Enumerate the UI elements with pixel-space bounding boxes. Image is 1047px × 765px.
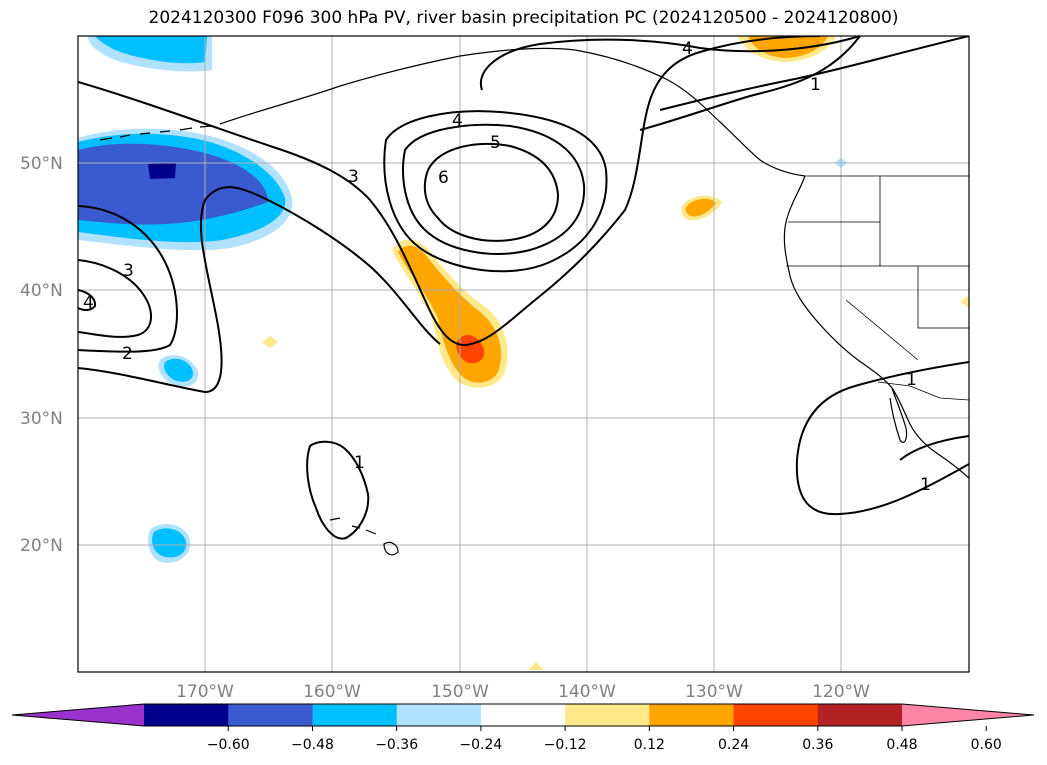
alaska-coast bbox=[219, 47, 806, 177]
lon-label: 130°W bbox=[685, 682, 743, 702]
colorbar-tick-label: −0.12 bbox=[544, 737, 587, 753]
colorbar-segment bbox=[396, 704, 482, 726]
colorbar: −0.60 −0.48 −0.36 −0.24 −0.12 0.12 0.24 0.36 0.4… bbox=[11, 703, 1035, 753]
lon-label: 160°W bbox=[303, 682, 361, 702]
lon-label: 120°W bbox=[812, 682, 870, 702]
colorbar-tick-label: 0.60 bbox=[971, 737, 1002, 753]
colorbar-segment bbox=[649, 704, 735, 726]
colorbar-segment bbox=[144, 704, 229, 726]
pv-contours bbox=[78, 36, 969, 540]
colorbar-extend-low bbox=[12, 704, 144, 726]
colorbar-tick-label: 0.12 bbox=[634, 737, 665, 753]
shade-orange-ne bbox=[748, 36, 828, 58]
contour-5 bbox=[402, 123, 586, 255]
contour-4 bbox=[383, 110, 608, 273]
colorbar-segment bbox=[312, 704, 398, 726]
contour-label: 1 bbox=[920, 475, 931, 495]
map-area: 4 1 3 4 5 6 3 4 2 1 1 1 bbox=[78, 36, 969, 672]
gridlines bbox=[78, 36, 969, 672]
political-borders bbox=[786, 175, 969, 401]
contour-label: 3 bbox=[348, 167, 359, 187]
colorbar-tick-label: 0.36 bbox=[802, 737, 833, 753]
contour-label: 4 bbox=[452, 111, 463, 131]
state-lines bbox=[786, 176, 969, 361]
colorbar-outline bbox=[11, 703, 1035, 727]
us-mexico-border bbox=[877, 381, 969, 401]
hawaii-islands bbox=[329, 517, 399, 556]
colorbar-tick-label: −0.36 bbox=[375, 737, 418, 753]
shade-yellow-dot-3 bbox=[960, 296, 969, 308]
latitude-labels: 50°N 40°N 30°N 20°N bbox=[20, 154, 63, 556]
lon-label: 170°W bbox=[176, 682, 234, 702]
contour-2 bbox=[78, 205, 178, 353]
contour-1-west bbox=[78, 186, 441, 394]
colorbar-segment bbox=[480, 704, 566, 726]
colorbar-tick-label: −0.48 bbox=[291, 737, 334, 753]
baja-california bbox=[889, 387, 908, 443]
shade-navy-nw bbox=[148, 163, 176, 179]
colorbar-segment bbox=[817, 704, 903, 726]
contour-1-se bbox=[795, 361, 969, 516]
colorbar-extend-high bbox=[902, 704, 1034, 726]
contour-1-hawaii bbox=[306, 440, 370, 540]
contour-label: 3 bbox=[123, 261, 134, 281]
colorbar-tick-label: −0.60 bbox=[207, 737, 250, 753]
contour-label: 1 bbox=[354, 453, 365, 473]
colorbar-segment bbox=[565, 704, 650, 726]
colorbar-tick-label: −0.24 bbox=[459, 737, 502, 753]
contour-label: 6 bbox=[438, 168, 449, 188]
contour-labels: 4 1 3 4 5 6 3 4 2 1 1 1 bbox=[83, 39, 931, 495]
lon-label: 140°W bbox=[558, 682, 616, 702]
lat-label: 30°N bbox=[20, 409, 63, 429]
lon-label: 150°W bbox=[431, 682, 489, 702]
contour-4-left bbox=[78, 289, 97, 311]
contour-3-outer bbox=[78, 36, 821, 347]
shade-blue-small bbox=[164, 358, 194, 382]
colorbar-tick-label: 0.24 bbox=[718, 737, 749, 753]
colorbar-segment bbox=[733, 704, 819, 726]
contour-4-ne bbox=[479, 36, 861, 91]
lat-label: 40°N bbox=[20, 281, 63, 301]
north-america-coast bbox=[783, 175, 969, 479]
contour-1-nne bbox=[639, 36, 861, 131]
colorbar-segment bbox=[228, 704, 313, 726]
coastlines bbox=[99, 47, 969, 556]
shade-orange-blob bbox=[685, 198, 716, 217]
contour-1-ne bbox=[659, 36, 969, 111]
shade-mid-blue-nw bbox=[78, 143, 268, 225]
map-frame bbox=[77, 35, 970, 673]
shade-blue-south bbox=[152, 528, 187, 558]
shade-yellow-dot-1 bbox=[262, 336, 278, 348]
contour-3-left bbox=[78, 259, 152, 338]
colorbar-tick-label: 0.48 bbox=[886, 737, 917, 753]
contour-label: 2 bbox=[122, 344, 133, 364]
contour-label: 1 bbox=[906, 370, 917, 390]
lat-label: 50°N bbox=[20, 154, 63, 174]
contour-label: 4 bbox=[83, 293, 94, 313]
positive-precip-shading bbox=[262, 36, 969, 670]
negative-precip-shading bbox=[78, 36, 293, 563]
shade-yellow-dot-2 bbox=[528, 662, 544, 670]
contour-label: 4 bbox=[682, 39, 693, 59]
shade-blue-top bbox=[95, 36, 207, 64]
contour-1-se-inner bbox=[899, 435, 969, 461]
map-title: 2024120300 F096 300 hPa PV, river basin … bbox=[148, 8, 899, 28]
contour-label: 1 bbox=[810, 75, 821, 95]
lat-label: 20°N bbox=[20, 536, 63, 556]
contour-label: 5 bbox=[490, 133, 501, 153]
contour-6 bbox=[423, 142, 560, 242]
aleutian-islands bbox=[99, 125, 213, 141]
longitude-labels: 170°W 160°W 150°W 140°W 130°W 120°W bbox=[176, 682, 870, 702]
